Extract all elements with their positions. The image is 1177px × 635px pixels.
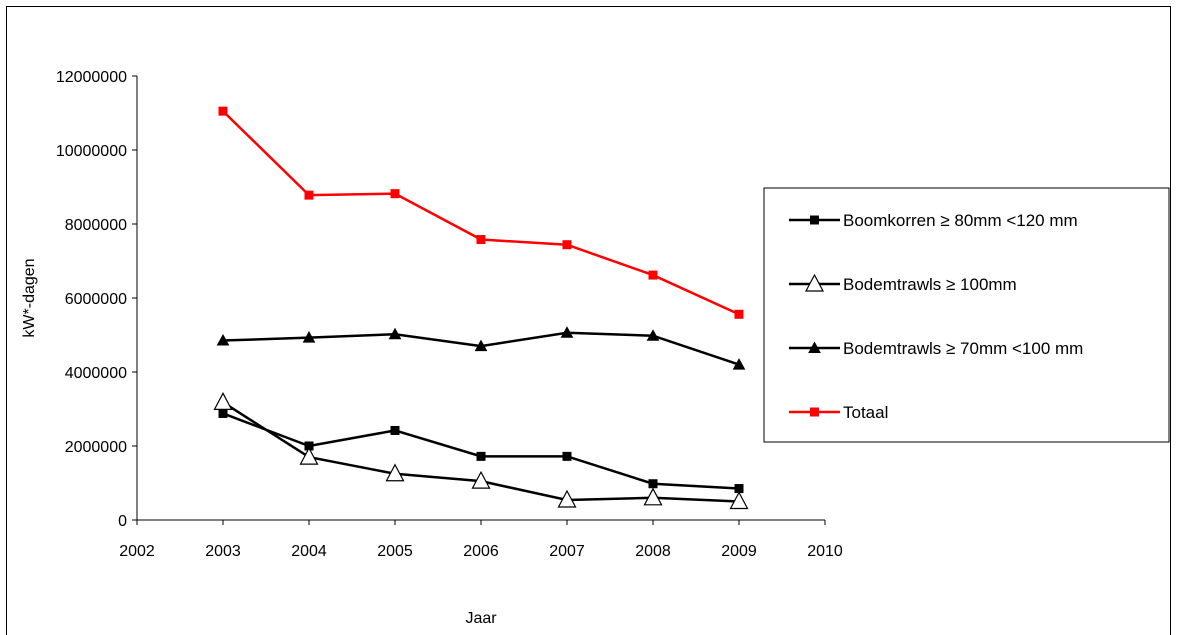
data-point — [729, 491, 749, 510]
series-4 — [218, 106, 744, 319]
y-tick-label: 4000000 — [65, 365, 127, 382]
x-tick-label: 2008 — [635, 543, 671, 560]
legend-item: Bodemtrawls ≥ 70mm <100 mm — [789, 339, 1083, 358]
y-tick-label: 12000000 — [56, 69, 127, 86]
legend-items: Boomkorren ≥ 80mm <120 mm Bodemtrawls ≥ 1… — [789, 211, 1083, 422]
series-3 — [216, 326, 746, 370]
data-point — [299, 446, 319, 465]
x-axis-title: Jaar — [465, 610, 497, 627]
y-tick-label: 10000000 — [56, 143, 127, 160]
legend-label: Bodemtrawls ≥ 70mm <100 mm — [843, 339, 1083, 358]
series-2 — [213, 392, 749, 510]
data-point — [560, 326, 574, 338]
data-point — [216, 334, 230, 346]
data-point — [474, 339, 488, 352]
data-point — [648, 479, 658, 489]
y-axis-title: kW*-dagen — [21, 258, 38, 337]
data-point — [302, 331, 316, 343]
legend-marker — [808, 341, 821, 353]
data-point — [562, 240, 572, 250]
y-tick-label: 0 — [118, 513, 127, 530]
data-point — [390, 189, 400, 199]
data-point — [648, 270, 658, 280]
data-point — [562, 451, 572, 461]
x-tick-label: 2002 — [119, 543, 155, 560]
legend-label: Bodemtrawls ≥ 100mm — [843, 275, 1017, 294]
data-point — [643, 487, 663, 506]
x-tick-label: 2006 — [463, 543, 499, 560]
data-point — [471, 470, 491, 489]
data-point — [385, 463, 405, 482]
data-point — [218, 106, 228, 116]
data-point — [734, 309, 744, 319]
y-tick-label: 6000000 — [65, 291, 127, 308]
legend-item: Bodemtrawls ≥ 100mm — [789, 273, 1017, 294]
data-point — [476, 235, 486, 245]
legend-item: Boomkorren ≥ 80mm <120 mm — [789, 211, 1078, 230]
data-point — [557, 489, 577, 508]
data-point — [476, 451, 486, 461]
data-point — [218, 408, 228, 418]
legend-marker — [810, 215, 819, 225]
y-tick-label: 2000000 — [65, 439, 127, 456]
x-tick-label: 2005 — [377, 543, 413, 560]
x-tick-label: 2007 — [549, 543, 585, 560]
legend-label: Boomkorren ≥ 80mm <120 mm — [843, 211, 1078, 230]
data-point — [304, 190, 314, 200]
legend-marker — [810, 407, 819, 417]
data-point — [646, 329, 660, 341]
legend-label: Totaal — [843, 403, 888, 422]
data-point — [390, 425, 400, 435]
series-1 — [218, 408, 744, 494]
data-point — [732, 358, 746, 370]
legend-box — [763, 187, 1170, 443]
legend-marker — [805, 273, 824, 292]
ticks: 2002 2003 2004 2005 2006 2007 2008 2009 2010 0 200… — [56, 69, 843, 560]
legend: Boomkorren ≥ 80mm <120 mm Bodemtrawls ≥ 1… — [763, 187, 1170, 443]
x-tick-label: 2004 — [291, 543, 327, 560]
x-tick-label: 2010 — [807, 543, 843, 560]
x-tick-label: 2009 — [721, 543, 757, 560]
y-tick-label: 8000000 — [65, 217, 127, 234]
data-point — [213, 392, 233, 410]
x-tick-label: 2003 — [205, 543, 241, 560]
data-point — [388, 327, 402, 340]
series-lines — [213, 106, 749, 510]
legend-item: Totaal — [789, 403, 888, 422]
